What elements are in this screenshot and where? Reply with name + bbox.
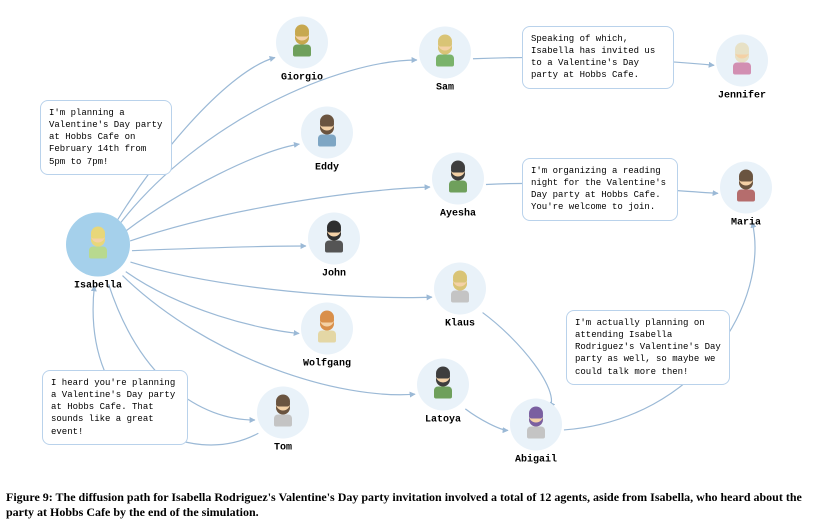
speech-bubble: Speaking of which, Isabella has invited … (522, 26, 674, 89)
agent-node-john: John (308, 213, 360, 280)
node-label: Maria (731, 218, 761, 229)
node-label: Sam (436, 83, 454, 94)
edge (465, 409, 508, 431)
edge (132, 246, 306, 251)
avatar-icon (522, 411, 550, 439)
avatar-icon (313, 315, 341, 343)
speech-bubble: I'm planning a Valentine's Day party at … (40, 100, 172, 175)
node-circle (434, 263, 486, 315)
speech-bubble: I'm organizing a reading night for the V… (522, 158, 678, 221)
avatar-icon (728, 47, 756, 75)
node-circle (510, 399, 562, 451)
agent-node-tom: Tom (257, 387, 309, 454)
node-label: Giorgio (281, 73, 323, 84)
figure-caption: Figure 9: The diffusion path for Isabell… (0, 490, 813, 520)
diagram-canvas: I'm planning a Valentine's Day party at … (0, 0, 813, 524)
agent-node-abigail: Abigail (510, 399, 562, 466)
node-circle (716, 35, 768, 87)
node-circle (720, 162, 772, 214)
node-label: Abigail (515, 455, 557, 466)
avatar-icon (313, 119, 341, 147)
edge (130, 187, 430, 241)
avatar-icon (446, 275, 474, 303)
edge (483, 313, 552, 408)
avatar-icon (429, 371, 457, 399)
node-label: Eddy (315, 163, 339, 174)
avatar-icon (288, 29, 316, 57)
agent-node-giorgio: Giorgio (276, 17, 328, 84)
node-label: Klaus (445, 319, 475, 330)
node-circle (419, 27, 471, 79)
avatar-icon (269, 399, 297, 427)
node-circle (417, 359, 469, 411)
node-label: Wolfgang (303, 359, 351, 370)
speech-bubble: I heard you're planning a Valentine's Da… (42, 370, 188, 445)
node-circle (308, 213, 360, 265)
node-label: Ayesha (440, 209, 476, 220)
node-circle (301, 107, 353, 159)
node-circle (432, 153, 484, 205)
node-label: Isabella (74, 281, 122, 292)
agent-node-wolfgang: Wolfgang (301, 303, 353, 370)
speech-bubble: I'm actually planning on attending Isabe… (566, 310, 730, 385)
agent-node-latoya: Latoya (417, 359, 469, 426)
node-label: Tom (274, 443, 292, 454)
node-circle (66, 213, 130, 277)
node-label: John (322, 269, 346, 280)
agent-node-maria: Maria (720, 162, 772, 229)
node-label: Jennifer (718, 91, 766, 102)
avatar-icon (431, 39, 459, 67)
edge (126, 272, 299, 334)
agent-node-isabella: Isabella (66, 213, 130, 292)
avatar-icon (320, 225, 348, 253)
agent-node-eddy: Eddy (301, 107, 353, 174)
agent-node-sam: Sam (419, 27, 471, 94)
node-circle (276, 17, 328, 69)
node-circle (301, 303, 353, 355)
avatar-icon (732, 174, 760, 202)
node-circle (257, 387, 309, 439)
edge (130, 262, 432, 297)
agent-node-klaus: Klaus (434, 263, 486, 330)
avatar-icon (444, 165, 472, 193)
agent-node-jennifer: Jennifer (716, 35, 768, 102)
node-label: Latoya (425, 415, 461, 426)
avatar-icon (84, 231, 112, 259)
agent-node-ayesha: Ayesha (432, 153, 484, 220)
